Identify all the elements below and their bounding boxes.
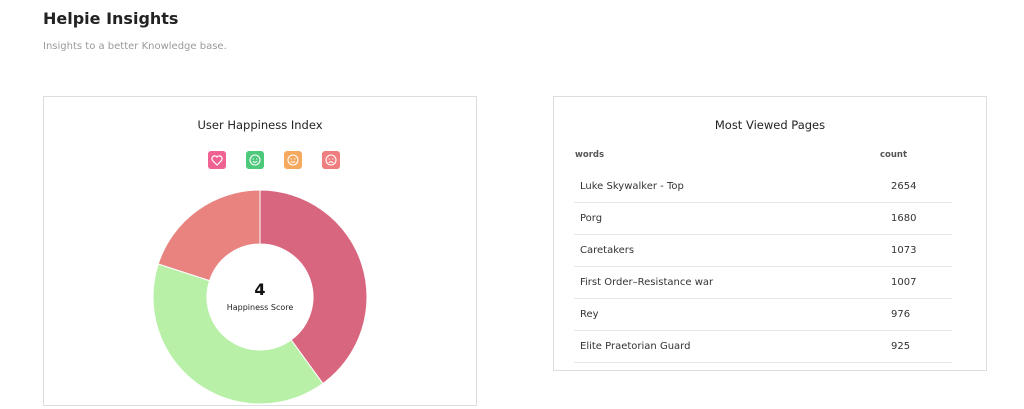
legend-icon[interactable] xyxy=(284,151,302,169)
table-row: Porg 1680 xyxy=(574,202,952,235)
panel-title: User Happiness Index xyxy=(197,118,323,132)
eye xyxy=(294,158,296,160)
eye xyxy=(252,158,254,160)
icon-bg xyxy=(284,151,302,169)
face xyxy=(325,154,337,166)
table-row: First Order–Resistance war 1007 xyxy=(574,266,952,299)
eye xyxy=(256,158,258,160)
table-row: Rey 976 xyxy=(574,298,952,331)
table-scroll[interactable]: words count Luke Skywalker - Top 2654 Porg 16… xyxy=(555,139,985,363)
donut-segment[interactable] xyxy=(152,263,324,405)
count-cell: 976 xyxy=(879,298,952,331)
legend-icon[interactable] xyxy=(208,151,226,169)
column-header: words xyxy=(575,150,605,160)
face xyxy=(287,154,299,166)
eye xyxy=(290,158,292,160)
header-row: words count xyxy=(574,139,952,171)
word-cell: Luke Skywalker - Top xyxy=(574,171,879,203)
column-header: count xyxy=(880,150,908,160)
pages-panel: Most Viewed Pages words count Luke Skywalk… xyxy=(553,96,987,371)
count-cell: 925 xyxy=(879,330,952,363)
table-row: Caretakers 1073 xyxy=(574,234,952,267)
icon-bg xyxy=(208,151,226,169)
donut-chart: 4 Happiness Score xyxy=(152,151,368,405)
table-row: Luke Skywalker - Top 2654 xyxy=(574,171,952,203)
eye xyxy=(328,158,330,160)
donut-segment[interactable] xyxy=(259,189,368,385)
word-cell: Porg xyxy=(574,202,879,235)
mouth xyxy=(328,161,334,164)
eye xyxy=(332,158,334,160)
count-cell: 1680 xyxy=(879,202,952,235)
word-cell: First Order–Resistance war xyxy=(574,266,879,299)
icon-bg xyxy=(322,151,340,169)
table-row: Elite Praetorian Guard 925 xyxy=(574,330,952,363)
center-value: 4 xyxy=(254,280,265,299)
face xyxy=(249,154,261,166)
icon-bg xyxy=(246,151,264,169)
donut-segment[interactable] xyxy=(157,189,261,282)
word-cell: Elite Praetorian Guard xyxy=(574,330,879,363)
count-cell: 2654 xyxy=(879,171,952,203)
word-cell: Caretakers xyxy=(574,234,879,267)
count-cell: 1073 xyxy=(879,234,952,267)
pages-table: words count Luke Skywalker - Top 2654 Porg 16… xyxy=(574,139,952,363)
happiness-panel: User Happiness Index 4 Happiness Score xyxy=(43,96,477,406)
legend-icon[interactable] xyxy=(322,151,340,169)
heart xyxy=(211,155,223,166)
word-cell: Rey xyxy=(574,298,879,331)
page-subtitle: Insights to a better Knowledge base. xyxy=(43,41,227,52)
panel-title: Most Viewed Pages xyxy=(714,118,826,132)
center-label: Happiness Score xyxy=(227,303,294,312)
mouth xyxy=(252,160,258,163)
count-cell: 1007 xyxy=(879,266,952,299)
page-title: Helpie Insights xyxy=(43,9,179,28)
legend-icon[interactable] xyxy=(246,151,264,169)
